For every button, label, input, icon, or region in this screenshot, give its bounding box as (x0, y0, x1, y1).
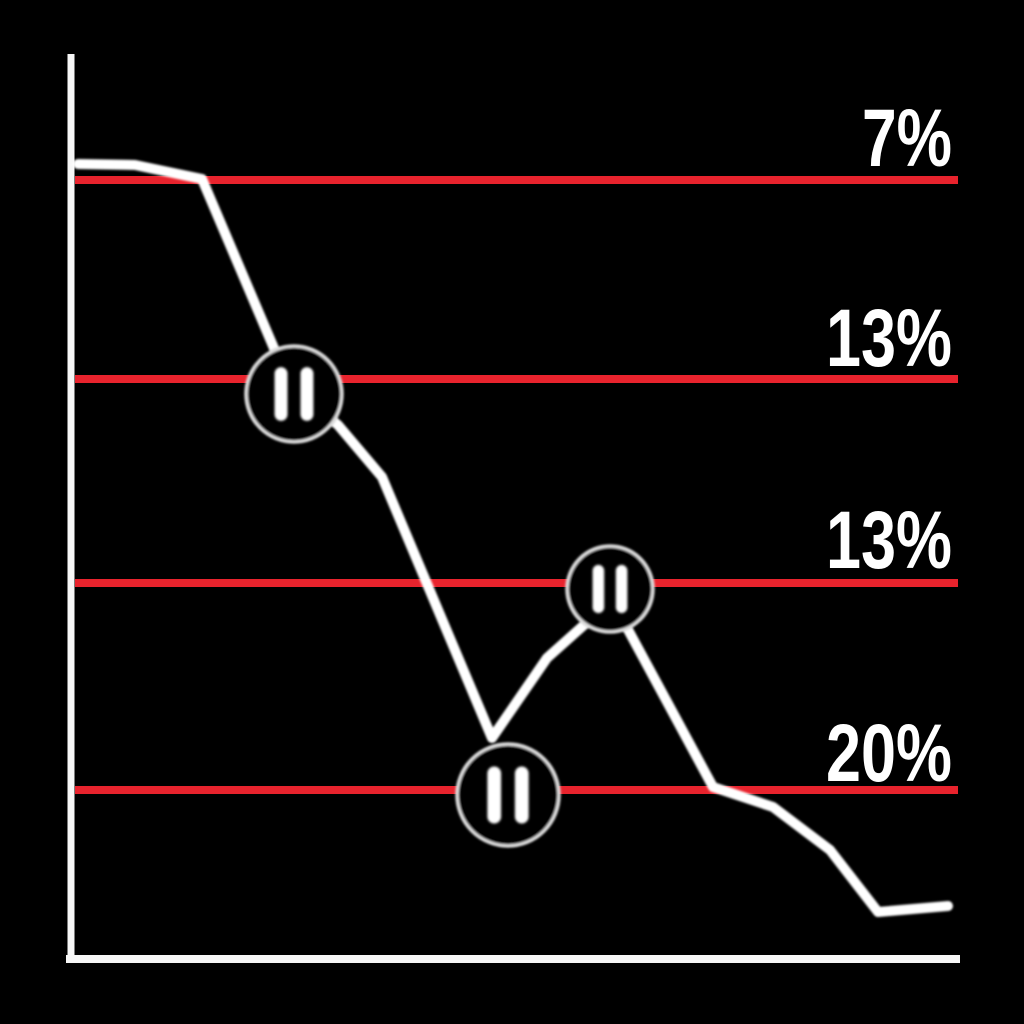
pause-marker-1 (244, 344, 344, 444)
pause-icon (487, 766, 502, 824)
pause-marker-3 (455, 742, 561, 848)
threshold-label-13pct-1: 13% (826, 293, 952, 384)
pause-marker-circle (244, 344, 344, 444)
price-line-layer (73, 159, 953, 917)
threshold-label-20pct-3: 20% (826, 708, 952, 799)
pause-icon (592, 564, 605, 614)
threshold-labels-layer: 7% 13% 13% 20% (826, 93, 952, 799)
pause-marker-circle (455, 742, 561, 848)
pause-marker-circle (565, 544, 655, 634)
pause-marker-2 (565, 544, 655, 634)
axes-layer (66, 54, 960, 963)
threshold-label-7pct-0: 7% (862, 93, 952, 184)
pause-icon (514, 766, 529, 824)
price-line (73, 159, 953, 917)
threshold-label-13pct-2: 13% (826, 495, 952, 586)
pause-markers-layer (244, 344, 655, 848)
pause-icon (615, 564, 628, 614)
pause-icon (300, 367, 314, 421)
pause-icon (274, 367, 288, 421)
